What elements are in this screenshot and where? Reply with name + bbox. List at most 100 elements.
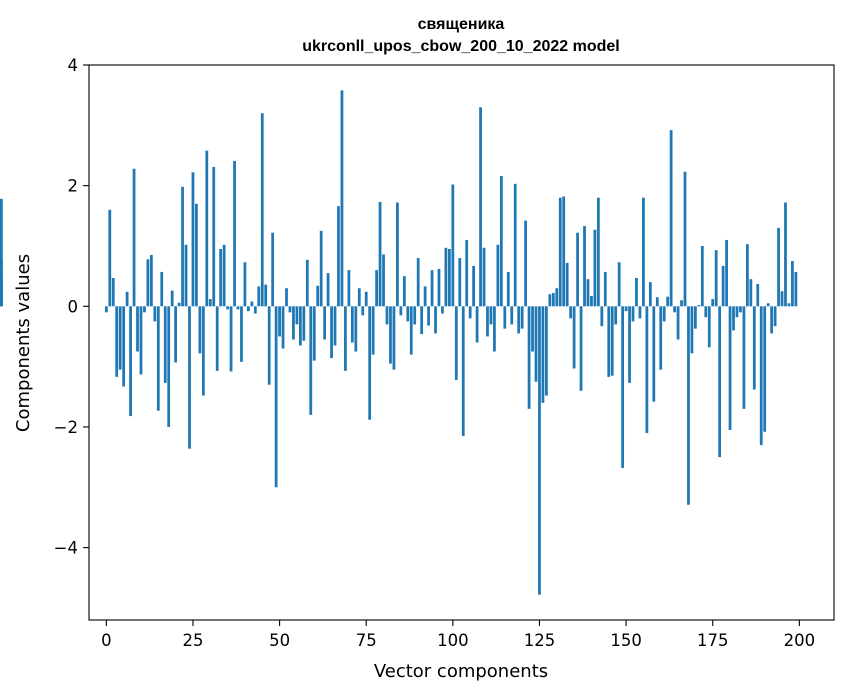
- bar: [350, 306, 354, 343]
- bar: [596, 197, 600, 307]
- bar: [766, 303, 770, 307]
- bar: [122, 306, 126, 387]
- bars: [0, 90, 798, 595]
- bar: [628, 306, 631, 383]
- bar: [600, 306, 604, 327]
- bar: [461, 306, 465, 436]
- bar: [392, 306, 396, 370]
- bar: [174, 306, 178, 363]
- y-axis-label: Components values: [13, 254, 34, 432]
- bar: [714, 250, 718, 307]
- bar: [531, 306, 534, 352]
- y-tick-label: 0: [68, 297, 79, 316]
- bar: [659, 306, 663, 370]
- bar: [177, 302, 181, 307]
- bar: [787, 303, 791, 307]
- bar: [590, 296, 593, 307]
- bar: [534, 306, 538, 382]
- bar: [610, 306, 614, 376]
- bar: [579, 306, 583, 391]
- bar: [240, 306, 243, 362]
- x-tick-label: 150: [610, 631, 642, 650]
- x-tick-label: 100: [437, 631, 469, 650]
- bar: [551, 293, 555, 307]
- bar: [524, 220, 527, 307]
- bar: [253, 306, 257, 314]
- bar: [312, 306, 316, 361]
- bar: [125, 291, 129, 307]
- bar: [538, 306, 541, 595]
- bar: [205, 150, 209, 307]
- bar: [583, 226, 586, 307]
- bar: [687, 306, 690, 505]
- bar: [409, 306, 413, 355]
- bar: [621, 306, 625, 468]
- bar: [382, 254, 385, 307]
- bar: [188, 306, 191, 449]
- bar: [406, 306, 410, 322]
- bar: [513, 183, 517, 307]
- bar: [499, 176, 503, 307]
- bar: [264, 284, 268, 307]
- bar: [198, 306, 202, 354]
- bar: [784, 202, 787, 307]
- bar: [181, 186, 184, 307]
- bar: [344, 306, 347, 371]
- bar: [441, 306, 444, 314]
- bar: [527, 306, 531, 409]
- x-tick-label: 0: [101, 631, 112, 650]
- bar: [326, 273, 330, 307]
- bar: [201, 306, 205, 396]
- bar: [118, 306, 122, 370]
- bar: [756, 283, 760, 307]
- bar: [465, 239, 469, 307]
- bar: [298, 306, 302, 346]
- bar: [0, 198, 3, 307]
- bar: [267, 306, 271, 385]
- bar: [700, 245, 704, 307]
- bar: [721, 265, 725, 307]
- bar: [662, 306, 666, 322]
- bar: [129, 306, 132, 417]
- bar: [281, 306, 285, 349]
- bar: [489, 306, 493, 325]
- bar: [402, 276, 406, 307]
- bar: [493, 306, 496, 352]
- bar: [226, 306, 229, 310]
- bar: [607, 306, 611, 377]
- bar: [444, 247, 448, 307]
- y-tick-label: −4: [54, 539, 78, 558]
- bar: [791, 261, 794, 307]
- bar: [472, 265, 476, 307]
- bar: [378, 201, 382, 307]
- bar: [447, 248, 451, 307]
- bar: [694, 306, 697, 329]
- x-tick-label: 50: [269, 631, 290, 650]
- bar: [558, 197, 562, 307]
- bar: [385, 306, 389, 325]
- bar: [735, 306, 739, 318]
- bar: [139, 306, 143, 375]
- bar: [163, 306, 167, 383]
- bar: [503, 306, 507, 329]
- bar: [631, 306, 635, 322]
- bar: [236, 306, 240, 310]
- bar: [759, 306, 763, 446]
- bar: [156, 306, 160, 411]
- bar: [361, 306, 365, 316]
- bar: [288, 306, 292, 313]
- bar: [548, 294, 552, 307]
- bar: [330, 306, 333, 359]
- bar: [368, 306, 372, 420]
- bar: [496, 244, 500, 307]
- bar: [302, 306, 306, 341]
- bar: [357, 288, 361, 307]
- bar: [271, 232, 275, 307]
- bar: [364, 291, 368, 307]
- x-tick-label: 25: [182, 631, 203, 650]
- bar: [777, 227, 780, 307]
- bar: [562, 196, 566, 307]
- bar: [423, 286, 427, 307]
- bar: [732, 306, 735, 331]
- bar: [243, 262, 247, 307]
